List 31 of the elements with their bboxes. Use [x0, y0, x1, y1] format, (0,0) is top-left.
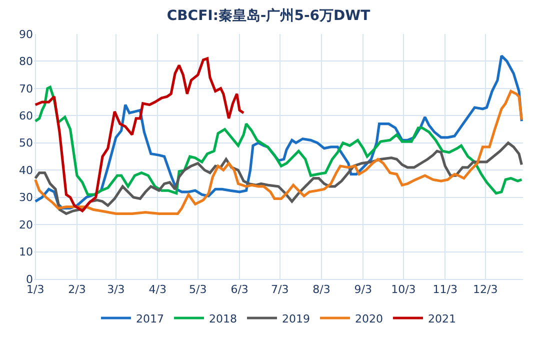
x-tick-label: 6/3 [230, 283, 248, 296]
x-tick-label: 1/3 [26, 283, 44, 296]
y-tick-label: 60 [19, 110, 33, 123]
x-tick-label: 12/3 [473, 283, 498, 296]
x-tick-label: 11/3 [432, 283, 458, 296]
legend-label: 2020 [355, 312, 383, 326]
line-series [34, 86, 523, 196]
legend-label: 2018 [209, 312, 237, 326]
y-tick-label: 50 [19, 136, 33, 150]
y-tick-label: 30 [19, 191, 33, 204]
chart-title: CBCFI:秦皇岛-广州5-6万DWT [166, 7, 371, 24]
line-series [34, 57, 245, 212]
y-tick-label: 90 [19, 28, 33, 41]
x-tick-label: 2/3 [68, 283, 86, 296]
x-tick-label: 3/3 [107, 283, 125, 296]
line-series [34, 90, 523, 215]
y-tick-label: 80 [19, 55, 33, 68]
legend-label: 2019 [282, 312, 310, 326]
y-tick-label: 20 [19, 218, 33, 232]
legend-label: 2021 [428, 312, 456, 326]
x-tick-label: 9/3 [354, 283, 372, 296]
x-tick-label: 7/3 [270, 283, 289, 296]
x-tick-label: 4/3 [148, 283, 166, 296]
y-tick-label: 10 [19, 246, 33, 259]
y-tick-label: 0 [26, 272, 33, 286]
x-tick-label: 8/3 [312, 283, 330, 296]
y-tick-label: 70 [19, 82, 33, 96]
x-tick-label: 10/3 [391, 283, 416, 296]
legend-label: 2017 [136, 312, 164, 326]
y-tick-label: 40 [19, 164, 33, 177]
x-tick-label: 5/3 [189, 283, 207, 296]
